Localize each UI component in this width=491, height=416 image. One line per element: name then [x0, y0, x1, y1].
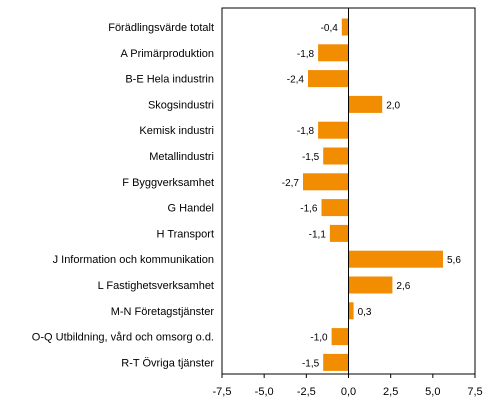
- x-tick-label: -5,0: [255, 386, 274, 398]
- value-label: -1,5: [302, 152, 320, 163]
- category-label: Kemisk industri: [139, 125, 214, 137]
- bar: [348, 250, 443, 268]
- value-label: 0,3: [358, 307, 372, 318]
- category-labels-group: Förädlingsvärde totalt A Primärproduktion…: [32, 22, 215, 369]
- category-label: J Information och kommunikation: [53, 254, 214, 266]
- bars-group: [303, 18, 443, 371]
- bar: [348, 276, 393, 294]
- value-label: -1,6: [300, 204, 318, 215]
- value-label: -1,8: [297, 49, 315, 60]
- value-label: -0,4: [321, 23, 339, 34]
- bar: [341, 18, 349, 36]
- bar: [348, 95, 383, 113]
- value-label: -1,8: [297, 126, 315, 137]
- category-label: G Handel: [168, 203, 214, 215]
- x-tick-label: 0,0: [341, 386, 356, 398]
- value-label: -1,1: [309, 229, 327, 240]
- category-label: O-Q Utbildning, vård och omsorg o.d.: [32, 332, 214, 344]
- bar: [308, 70, 349, 88]
- x-tick-label: -7,5: [213, 386, 232, 398]
- category-label: F Byggverksamhet: [122, 177, 214, 189]
- value-label: -1,0: [310, 333, 328, 344]
- value-labels-group: -0,4 -1,8 -2,4 2,0 -1,8 -1,5 -2,7 -1,6 -1,1 5,6 2,…: [282, 23, 462, 369]
- category-label: R-T Övriga tjänster: [121, 357, 214, 369]
- category-label: B-E Hela industrin: [125, 74, 214, 86]
- value-label: -2,7: [282, 178, 300, 189]
- x-tick-label: 7,5: [467, 386, 482, 398]
- bar: [303, 173, 349, 191]
- category-label: H Transport: [157, 228, 214, 240]
- category-label: A Primärproduktion: [120, 48, 214, 60]
- value-label: 2,6: [396, 281, 410, 292]
- value-label: -2,4: [287, 75, 305, 86]
- value-label: 5,6: [447, 255, 461, 266]
- x-tick-label: 2,5: [383, 386, 398, 398]
- bar: [318, 121, 349, 139]
- value-label: -1,5: [302, 358, 320, 369]
- category-label: Förädlingsvärde totalt: [108, 22, 214, 34]
- bar: [329, 224, 349, 242]
- bar: [321, 199, 349, 217]
- bar: [318, 44, 349, 62]
- x-tick-label: 5,0: [425, 386, 440, 398]
- value-label: 2,0: [386, 100, 400, 111]
- bar: [323, 147, 349, 165]
- category-label: L Fastighetsverksamhet: [98, 280, 214, 292]
- category-label: M-N Företagstjänster: [111, 306, 215, 318]
- bar: [323, 353, 349, 371]
- bar: [331, 328, 349, 346]
- x-axis: -7,5 -5,0 -2,5 0,0 2,5 5,0 7,5: [213, 374, 483, 398]
- category-label: Skogsindustri: [148, 99, 214, 111]
- category-label: Metallindustri: [149, 151, 214, 163]
- x-tick-label: -2,5: [297, 386, 316, 398]
- bar: [348, 302, 354, 320]
